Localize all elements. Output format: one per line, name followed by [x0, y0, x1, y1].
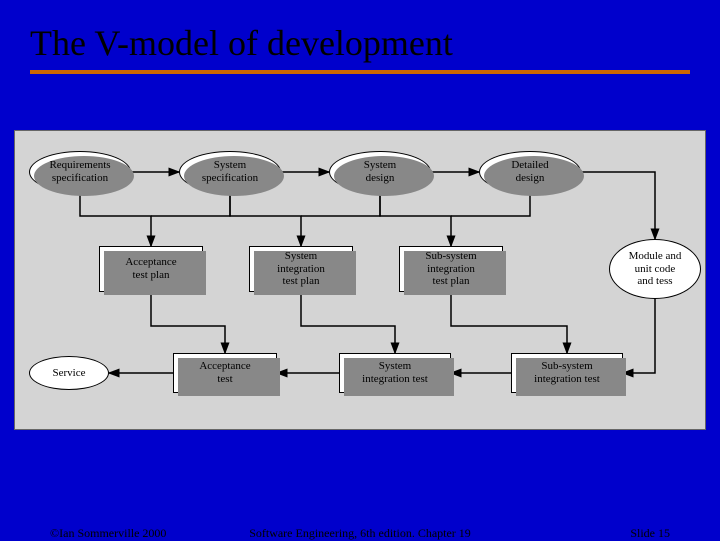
slide-title: The V-model of development [30, 22, 690, 70]
node-ssitest: Sub-systemintegration test [511, 353, 623, 393]
node-sitp: Systemintegrationtest plan [249, 246, 353, 292]
node-module: Module andunit codeand tess [609, 239, 701, 299]
footer-slide-number: Slide 15 [630, 526, 670, 541]
title-underline [30, 70, 690, 74]
node-req: Requirementsspecification [29, 151, 131, 193]
node-detdes: Detaileddesign [479, 151, 581, 193]
node-service: Service [29, 356, 109, 390]
v-model-diagram: Requirementsspecification Systemspecifica… [14, 130, 706, 430]
node-ssitp: Sub-systemintegrationtest plan [399, 246, 503, 292]
title-block: The V-model of development [30, 22, 690, 74]
node-sysdes: Systemdesign [329, 151, 431, 193]
node-sitest: Systemintegration test [339, 353, 451, 393]
footer-book-ref: Software Engineering, 6th edition. Chapt… [0, 526, 720, 541]
node-sysspec: Systemspecification [179, 151, 281, 193]
node-atest: Acceptancetest [173, 353, 277, 393]
node-atp: Acceptancetest plan [99, 246, 203, 292]
